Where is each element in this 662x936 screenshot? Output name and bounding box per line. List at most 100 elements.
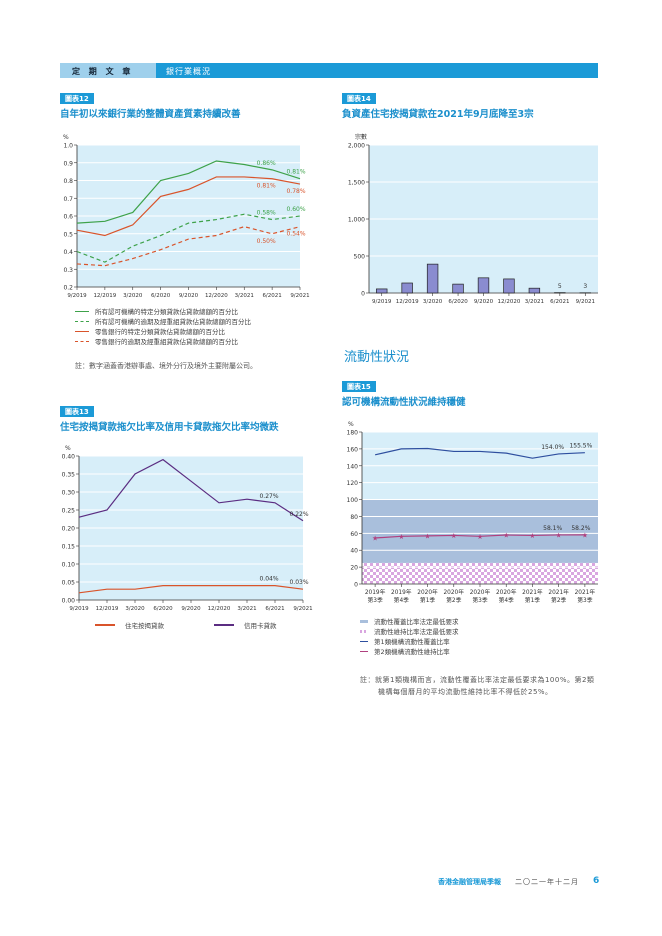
legend-item: 第2類機構流動性維持比率 [360, 646, 459, 656]
data-label: 0.22% [289, 511, 308, 518]
legend-item: 流動性覆蓋比率法定最低要求 [360, 616, 459, 626]
footer-date: 二〇二一年十二月 [515, 878, 579, 886]
legend-swatch [360, 629, 368, 633]
page-number: 6 [593, 876, 600, 886]
series-marker: ★ [372, 534, 378, 542]
x-tick-label: 3/2020 [423, 299, 443, 305]
y-tick-label: 1,000 [348, 217, 365, 224]
section-heading: 流動性狀況 [344, 350, 410, 365]
x-tick-label: 6/2021 [262, 293, 281, 299]
x-tick-label: 9/2019 [372, 299, 392, 305]
x-tick-label: 3/2020 [125, 606, 145, 612]
bar [376, 288, 388, 294]
legend-swatch [95, 624, 115, 626]
y-axis-unit: % [348, 421, 354, 428]
y-tick-label: 140 [347, 463, 359, 470]
y-tick-label: 0.40 [62, 454, 76, 461]
y-tick-label: 0.9 [63, 160, 73, 167]
chart12-tag: 圖表12 [60, 93, 94, 104]
data-label: 0.03% [289, 579, 308, 586]
y-tick-label: 0.05 [62, 580, 76, 587]
y-tick-label: 0.00 [62, 598, 76, 605]
data-label: 0.86% [257, 160, 276, 167]
chart15-plot: 020406080100120140160180%2019年第3季2019年第4… [347, 421, 598, 604]
y-tick-label: 0.35 [62, 472, 76, 479]
y-tick-label: 0 [354, 582, 358, 589]
legend-label: 住宅按揭貸款 [125, 622, 164, 630]
chart13-title: 住宅按揭貸款拖欠比率及信用卡貸款拖欠比率均微跌 [60, 422, 279, 433]
y-tick-label: 0 [361, 291, 365, 298]
data-label: 154.0% [541, 444, 564, 451]
series-line-1 [375, 534, 585, 539]
x-tick-label: 2020年 [496, 588, 517, 596]
x-tick-label: 6/2020 [153, 606, 173, 612]
data-label: 3 [583, 283, 587, 290]
x-tick-label: 第2季 [551, 596, 566, 604]
data-label: 0.50% [257, 238, 276, 245]
data-label: 0.04% [259, 576, 278, 583]
y-tick-label: 0.6 [63, 214, 73, 221]
x-tick-label: 9/2021 [293, 606, 312, 612]
y-tick-label: 0.2 [63, 285, 73, 292]
x-tick-label: 12/2019 [396, 299, 419, 305]
data-label: 0.81% [257, 183, 276, 190]
x-tick-label: 6/2021 [265, 606, 284, 612]
y-tick-label: 1.0 [63, 143, 73, 150]
series-line-1 [76, 213, 301, 263]
y-tick-label: 0.30 [62, 490, 76, 497]
data-label: 0.54% [286, 231, 305, 238]
series-marker: ★ [451, 532, 457, 540]
legend-item: 零售銀行的特定分類貸款佔貸款總額的百分比 [75, 326, 251, 336]
footer-publication: 香港金融管理局季報 [438, 878, 501, 886]
x-tick-label: 第3季 [472, 596, 487, 604]
series-line-0 [76, 160, 301, 224]
data-label: 0.78% [286, 188, 305, 195]
header-section-label: 定 期 文 章 [60, 63, 156, 78]
y-tick-label: 180 [347, 430, 359, 437]
series-marker: ★ [398, 533, 404, 541]
series-marker: ★ [529, 532, 535, 540]
x-tick-label: 2020年 [470, 588, 491, 596]
chart13-plot: 0.00 0.05 0.10 0.15 0.20 0.25 0.30 0.35 0.40% 9/2… [62, 445, 313, 612]
x-tick-label: 第2季 [446, 596, 461, 604]
x-tick-label: 12/2020 [498, 299, 521, 305]
y-tick-label: 500 [354, 254, 366, 261]
bar [503, 278, 515, 294]
x-tick-label: 12/2020 [208, 606, 231, 612]
data-label: 0.58% [257, 210, 276, 217]
series-line-2 [76, 176, 301, 237]
x-tick-label: 第4季 [394, 596, 409, 604]
x-tick-label: 9/2021 [290, 293, 309, 299]
legend-label: 流動性覆蓋比率法定最低要求 [374, 618, 459, 626]
data-label: 58.1% [543, 525, 562, 532]
data-label: 5 [558, 283, 562, 290]
x-tick-label: 第1季 [525, 596, 540, 604]
legend-item: 信用卡貸款 [214, 620, 277, 630]
y-tick-label: 0.25 [62, 508, 76, 515]
legend-item: 所有認可機構的特定分類貸款佔貸款總額的百分比 [75, 306, 251, 316]
chart15-tag: 圖表15 [342, 381, 376, 392]
legend-label: 所有認可機構的特定分類貸款佔貸款總額的百分比 [95, 308, 238, 316]
y-tick-label: 0.8 [63, 178, 73, 185]
legend-swatch [75, 330, 89, 332]
x-tick-label: 12/2020 [205, 293, 228, 299]
x-tick-label: 6/2020 [448, 299, 468, 305]
x-tick-label: 2021年 [548, 588, 569, 596]
series-line-0 [78, 585, 304, 594]
chart12-plot: 0.2 0.3 0.4 0.5 0.6 0.7 0.8 0.9 1.0% 9/2019 12/201… [63, 134, 310, 299]
y-tick-label: 0.5 [63, 231, 73, 238]
data-label: 0.60% [286, 206, 305, 213]
series-line-0 [374, 447, 585, 459]
legend-label: 第2類機構流動性維持比率 [374, 648, 450, 656]
y-tick-label: 100 [347, 497, 359, 504]
legend-item: 住宅按揭貸款 [95, 620, 164, 630]
chart13-legend: 住宅按揭貸款 信用卡貸款 [95, 620, 277, 630]
y-axis-unit: % [65, 445, 71, 452]
y-tick-label: 0.20 [62, 526, 76, 533]
legend-swatch [360, 650, 368, 652]
x-tick-label: 9/2020 [179, 293, 199, 299]
series-marker: ★ [582, 531, 588, 539]
y-axis-unit: 宗數 [355, 133, 367, 141]
legend-label: 第1類機構流動性覆蓋比率 [374, 638, 450, 646]
x-tick-label: 第4季 [499, 596, 514, 604]
